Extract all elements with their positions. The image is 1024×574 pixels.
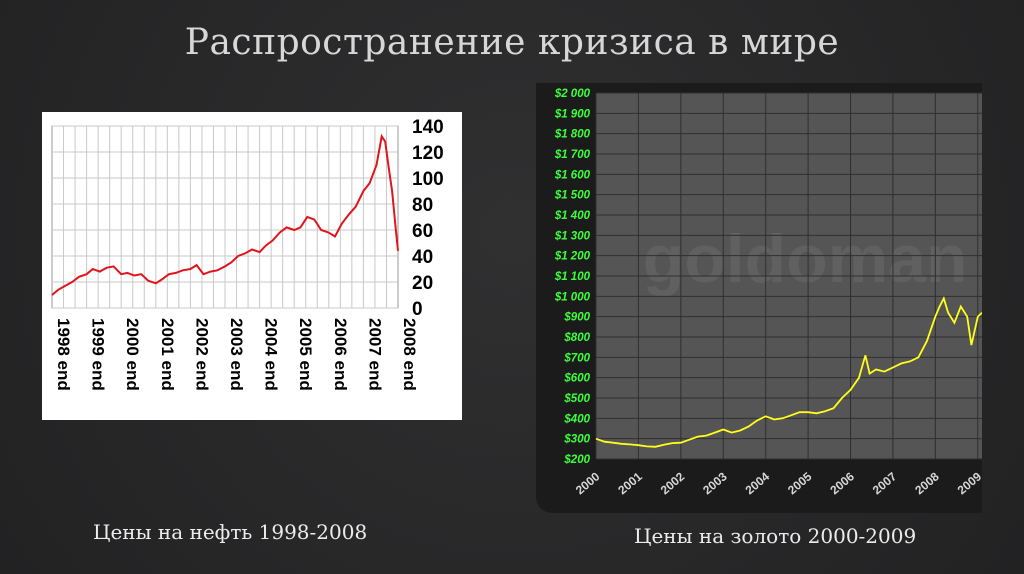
y-tick-label: $300 xyxy=(563,434,590,446)
x-tick-label: 2003 end xyxy=(227,318,246,391)
x-tick-label: 2008 xyxy=(912,469,942,497)
gold-chart-caption: Цены на золото 2000-2009 xyxy=(634,524,917,548)
x-tick-label: 2009 xyxy=(955,469,982,497)
oil-price-chart: 0 20 40 60 80 100 120 140 1998 end 1999 end 2000 e… xyxy=(51,117,444,391)
y-tick-label: $1 900 xyxy=(554,108,591,120)
y-tick-label: $1 000 xyxy=(554,291,591,303)
y-tick-label: $200 xyxy=(563,454,590,466)
y-tick-label: $700 xyxy=(563,352,590,364)
x-tick-label: 2002 xyxy=(658,469,688,497)
gold-price-chart-panel: goldoman $200 $300 $400 $500 $600 $700 $800 $900… xyxy=(536,83,985,513)
x-tick-label: 2007 xyxy=(870,469,900,497)
y-tick-label: 60 xyxy=(412,221,433,242)
y-tick-label: 40 xyxy=(412,247,433,268)
y-tick-label: $800 xyxy=(563,332,590,344)
y-tick-label: $1 300 xyxy=(554,230,591,242)
y-tick-label: $1 800 xyxy=(554,129,591,141)
x-tick-label: 2003 xyxy=(700,469,730,497)
x-tick-label: 2008 end xyxy=(400,318,419,391)
oil-price-line xyxy=(51,133,399,296)
gold-price-chart: goldoman $200 $300 $400 $500 $600 $700 $800 $900… xyxy=(554,88,985,497)
y-tick-label: 80 xyxy=(412,195,433,216)
x-tick-label: 2004 end xyxy=(262,318,281,391)
y-tick-label: $600 xyxy=(563,373,590,385)
x-tick-label: 2000 xyxy=(573,469,603,497)
x-tick-label: 2002 end xyxy=(192,318,211,391)
y-tick-label: $1 100 xyxy=(554,271,591,283)
x-tick-label: 2005 xyxy=(785,469,815,497)
gold-price-line xyxy=(595,296,983,448)
y-tick-label: $1 700 xyxy=(554,149,591,161)
y-tick-label: 20 xyxy=(412,273,433,294)
y-tick-label: 100 xyxy=(412,169,444,190)
watermark-text: goldoman xyxy=(643,221,968,297)
y-tick-label: $500 xyxy=(563,393,590,405)
x-tick-label: 2000 end xyxy=(123,318,142,391)
x-tick-label: 1998 end xyxy=(54,318,73,391)
y-tick-label: $1 600 xyxy=(554,169,591,181)
y-tick-label: 120 xyxy=(412,143,444,164)
x-tick-label: 2001 xyxy=(615,469,645,497)
oil-price-chart-panel: 0 20 40 60 80 100 120 140 1998 end 1999 end 2000 e… xyxy=(42,112,462,420)
y-tick-label: $900 xyxy=(563,312,590,324)
y-tick-label: 140 xyxy=(412,117,444,138)
x-tick-label: 2005 end xyxy=(296,318,315,391)
y-tick-label: $1 400 xyxy=(554,210,591,222)
x-tick-label: 2001 end xyxy=(158,318,177,391)
x-tick-label: 2006 xyxy=(827,469,857,497)
slide-title: Распространение кризиса в мире xyxy=(184,22,840,63)
y-tick-label: 0 xyxy=(412,299,423,320)
oil-chart-caption: Цены на нефть 1998-2008 xyxy=(93,520,368,544)
y-tick-label: $1 200 xyxy=(554,251,591,263)
x-tick-label: 2006 end xyxy=(331,318,350,391)
y-tick-label: $2 000 xyxy=(554,88,591,100)
x-tick-label: 1999 end xyxy=(89,318,108,391)
y-tick-label: $400 xyxy=(563,413,590,425)
x-tick-label: 2007 end xyxy=(365,318,384,391)
y-tick-label: $1 500 xyxy=(554,190,591,202)
x-tick-label: 2004 xyxy=(743,469,773,497)
